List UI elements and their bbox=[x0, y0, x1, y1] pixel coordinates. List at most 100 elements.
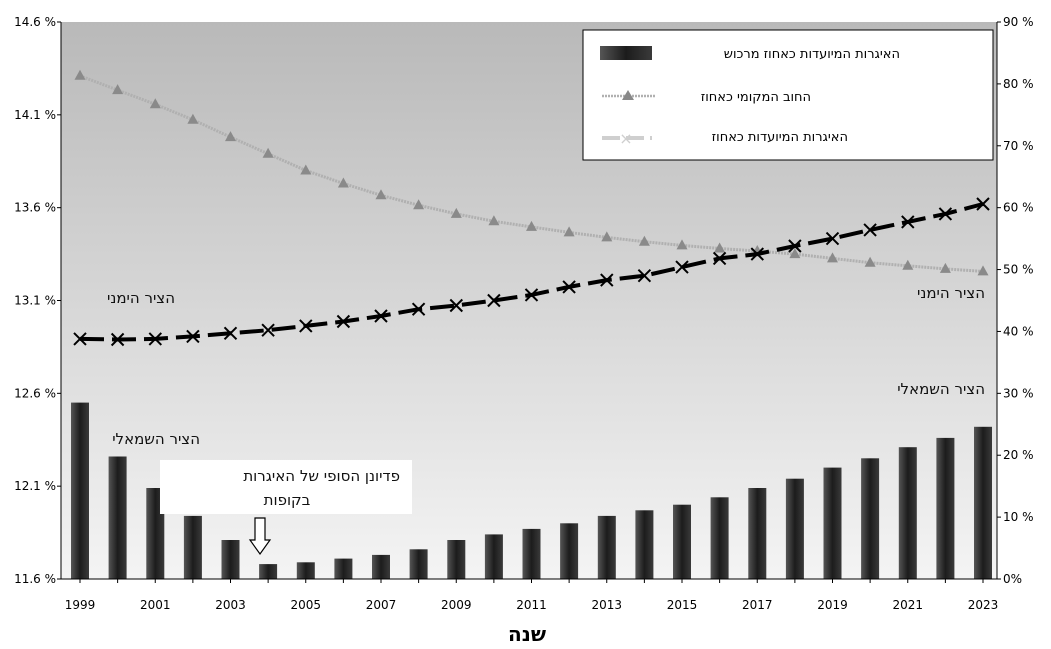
x-point-2005 bbox=[299, 319, 313, 333]
bar-series bbox=[71, 402, 992, 579]
bar-2006 bbox=[334, 558, 353, 579]
triangle-point-2004 bbox=[262, 147, 274, 158]
bar-2003 bbox=[221, 540, 240, 579]
triangle-point-2007 bbox=[375, 189, 387, 200]
triangle-point-2005 bbox=[300, 164, 312, 175]
x-point-2000 bbox=[110, 332, 125, 347]
x-point-2007 bbox=[374, 309, 388, 323]
bar-1999 bbox=[71, 402, 89, 579]
x-tick-label: 2021 bbox=[892, 598, 923, 612]
bar-2012 bbox=[560, 523, 579, 579]
bar-2017 bbox=[748, 488, 767, 579]
x-tick-label: 2013 bbox=[591, 598, 622, 612]
right-tick-label: 20 % bbox=[1003, 448, 1034, 462]
triangle-point-2009 bbox=[450, 207, 462, 218]
bar-2023 bbox=[974, 426, 992, 579]
x-point-2006 bbox=[336, 314, 351, 329]
bar-2008 bbox=[409, 549, 428, 579]
x-tick-label: 1999 bbox=[65, 598, 96, 612]
bar-2018 bbox=[785, 478, 804, 579]
x-point-2009 bbox=[449, 298, 464, 313]
x-point-2014 bbox=[637, 268, 652, 283]
x-point-2020 bbox=[863, 223, 877, 237]
triangle-point-2023 bbox=[977, 265, 989, 276]
x-point-2015 bbox=[675, 260, 689, 274]
x-point-2002 bbox=[186, 329, 200, 344]
right-tick-label: 0% bbox=[1003, 572, 1022, 586]
triangle-point-1999 bbox=[74, 69, 86, 80]
triangle-point-2006 bbox=[337, 177, 349, 188]
right-tick-label: 40 % bbox=[1003, 324, 1034, 338]
bar-2001 bbox=[146, 488, 165, 579]
legend-bar-swatch bbox=[600, 46, 652, 60]
annotation-left-axis-left: הציר השמאלי bbox=[112, 430, 200, 448]
bar-2007 bbox=[372, 554, 390, 579]
right-tick-label: 90 % bbox=[1003, 15, 1034, 29]
triangle-point-2018 bbox=[789, 248, 801, 259]
x-point-2008 bbox=[411, 302, 426, 316]
triangle-point-2011 bbox=[526, 220, 537, 231]
x-point-2013 bbox=[600, 273, 614, 287]
x-point-2011 bbox=[524, 288, 539, 302]
x-point-2021 bbox=[901, 215, 915, 229]
triangle-point-2002 bbox=[187, 113, 199, 124]
triangle-point-2019 bbox=[827, 252, 838, 263]
bar-2014 bbox=[635, 510, 654, 579]
x-point-2016 bbox=[712, 251, 727, 266]
bar-2016 bbox=[710, 497, 729, 579]
left-tick-label: 12.1 % bbox=[14, 479, 56, 493]
bar-2002 bbox=[183, 515, 202, 579]
triangle-point-2012 bbox=[563, 226, 575, 237]
bar-2021 bbox=[898, 447, 917, 579]
bar-2015 bbox=[673, 504, 691, 579]
right-tick-label: 80 % bbox=[1003, 77, 1034, 91]
axis-ticks: 11.6 % 12.1 % 12.6 % 13.1 % 13.6 % 14.1 % 14.6… bbox=[14, 15, 1033, 612]
x-point-2004 bbox=[261, 323, 275, 337]
line-series bbox=[73, 69, 990, 347]
annotation-box: פדיונן הסופי של האיגרות בקופות bbox=[160, 460, 412, 514]
x-point-2017 bbox=[750, 247, 765, 261]
bar-2009 bbox=[447, 540, 466, 579]
x-axis-title: שנה bbox=[508, 622, 546, 646]
annotation-right-axis-top: הציר הימני bbox=[107, 289, 175, 307]
triangle-point-2016 bbox=[714, 242, 726, 253]
x-point-1999 bbox=[73, 332, 87, 346]
x-tick-label: 2001 bbox=[140, 598, 171, 612]
triangle-point-2015 bbox=[676, 239, 688, 250]
triangle-point-2020 bbox=[864, 256, 876, 267]
bar-2000 bbox=[108, 456, 127, 579]
x-point-2010 bbox=[487, 293, 501, 308]
legend-triangle-marker bbox=[622, 90, 634, 100]
left-tick-label: 14.6 % bbox=[14, 15, 56, 29]
triangle-point-2022 bbox=[939, 262, 951, 273]
x-tick-label: 2007 bbox=[366, 598, 397, 612]
x-point-2019 bbox=[825, 231, 840, 246]
legend-label-x: האיגרות המיועדות כאחוז bbox=[712, 130, 848, 145]
bar-2005 bbox=[296, 562, 315, 579]
x-tick-label: 2009 bbox=[441, 598, 472, 612]
x-tick-label: 2023 bbox=[968, 598, 999, 612]
left-tick-label: 11.6 % bbox=[14, 572, 56, 586]
left-tick-label: 14.1 % bbox=[14, 108, 56, 122]
triangle-point-2000 bbox=[112, 84, 124, 95]
triangle-point-2021 bbox=[902, 259, 914, 270]
triangle-point-2003 bbox=[225, 131, 236, 142]
x-tick-label: 2017 bbox=[742, 598, 773, 612]
right-tick-label: 60 % bbox=[1003, 201, 1034, 215]
bar-2019 bbox=[823, 467, 842, 579]
triangle-point-2010 bbox=[488, 215, 500, 226]
legend-x-marker: × bbox=[619, 129, 632, 148]
legend-label-bars: האיגרות המיועדות כאחוז מרכוש bbox=[724, 47, 900, 62]
triangle-point-2014 bbox=[638, 235, 650, 246]
x-tick-label: 2011 bbox=[516, 598, 547, 612]
left-tick-label: 13.6 % bbox=[14, 201, 56, 215]
bar-2013 bbox=[597, 515, 616, 579]
annotation-redemption-line-2: בקופות bbox=[264, 491, 311, 509]
left-tick-label: 12.6 % bbox=[14, 386, 56, 400]
annotation-box-background bbox=[160, 460, 412, 514]
x-point-2003 bbox=[223, 326, 238, 341]
x-tick-label: 2015 bbox=[667, 598, 698, 612]
bar-2011 bbox=[522, 528, 541, 579]
triangle-point-2013 bbox=[601, 231, 613, 242]
